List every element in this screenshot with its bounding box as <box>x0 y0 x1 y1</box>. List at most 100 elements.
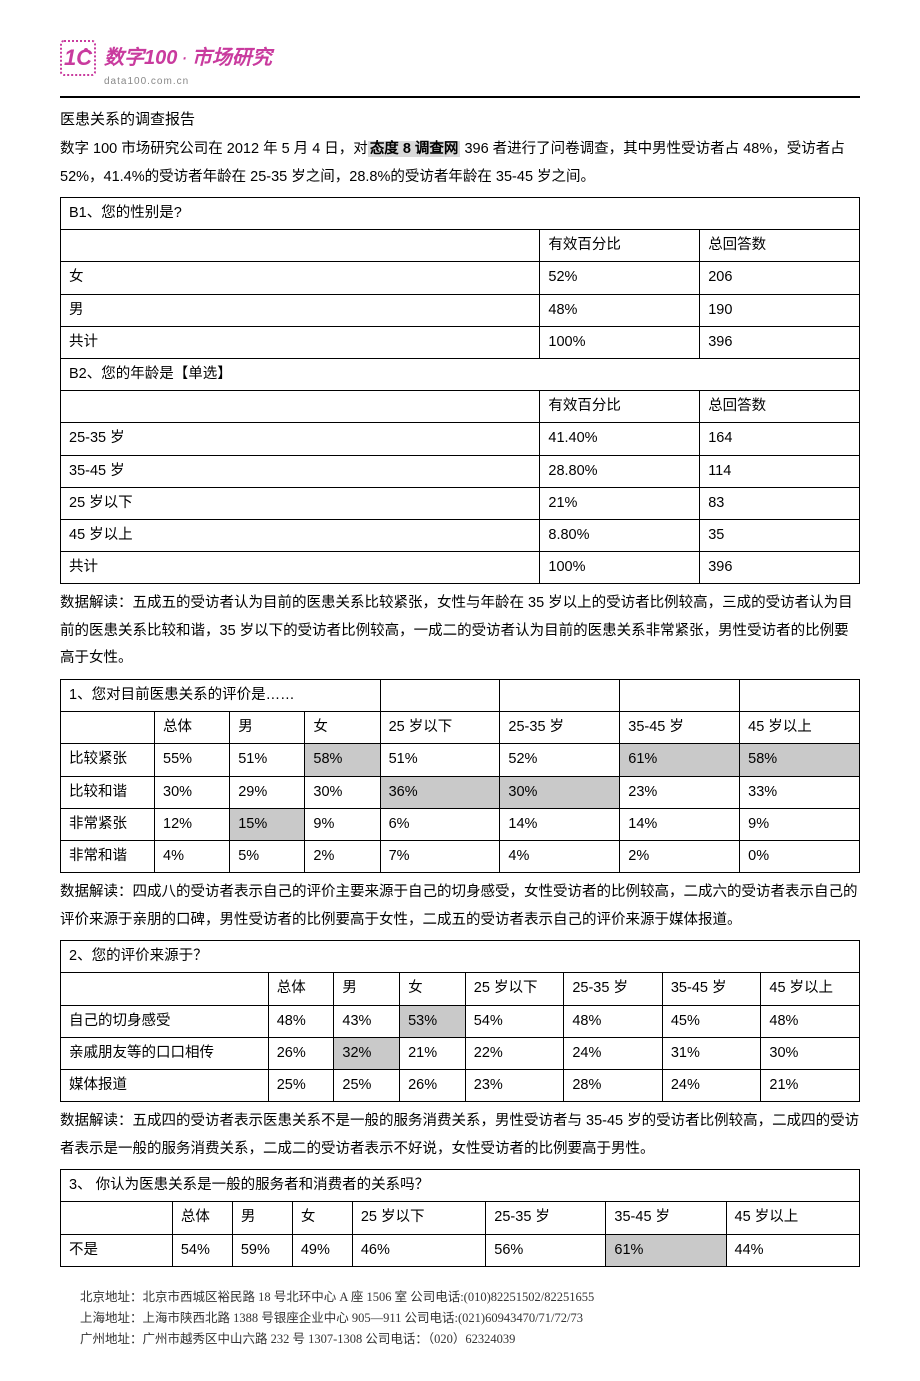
table-cell: 58% <box>740 744 860 776</box>
t1-h3: 女 <box>305 712 380 744</box>
table-cell: 21% <box>761 1069 860 1101</box>
table-1: 1、您对目前医患关系的评价是…… 总体 男 女 25 岁以下 25-35 岁 3… <box>60 679 860 873</box>
b1-r0c2: 206 <box>700 262 860 294</box>
logo-icon: 1C <box>60 40 96 76</box>
b2-r4c1: 100% <box>540 552 700 584</box>
table-cell: 24% <box>662 1069 761 1101</box>
table-cell: 29% <box>230 776 305 808</box>
b2-r2c2: 83 <box>700 487 860 519</box>
table-cell: 2% <box>620 840 740 872</box>
t1-qblank1 <box>380 679 500 711</box>
table-cell: 25% <box>334 1069 400 1101</box>
b1-r2c0: 共计 <box>61 326 540 358</box>
table-cell: 54% <box>172 1234 232 1266</box>
b1-r2c2: 396 <box>700 326 860 358</box>
t1-h6: 35-45 岁 <box>620 712 740 744</box>
b2-r1c2: 114 <box>700 455 860 487</box>
table-cell: 51% <box>230 744 305 776</box>
table-cell: 44% <box>726 1234 859 1266</box>
table-2: 2、您的评价来源于？ 总体 男 女 25 岁以下 25-35 岁 35-45 岁… <box>60 940 860 1102</box>
page-title: 医患关系的调查报告 <box>60 108 860 132</box>
logo-tag: 市场研究 <box>192 47 272 69</box>
b2-r3c0: 45 岁以上 <box>61 519 540 551</box>
table-cell: 52% <box>500 744 620 776</box>
t2-h3: 女 <box>400 973 466 1005</box>
b2-r3c1: 8.80% <box>540 519 700 551</box>
t3-question: 3、 你认为医患关系是一般的服务者和消费者的关系吗？ <box>61 1170 860 1202</box>
b2-r2c1: 21% <box>540 487 700 519</box>
table-cell: 23% <box>620 776 740 808</box>
footer-l1: 北京地址：北京市西城区裕民路 18 号北环中心 A 座 1506 室 公司电话:… <box>80 1287 840 1308</box>
table-cell: 61% <box>620 744 740 776</box>
t3-h6: 35-45 岁 <box>606 1202 726 1234</box>
table-cell: 9% <box>305 808 380 840</box>
b2-r4c0: 共计 <box>61 552 540 584</box>
b2-r0c1: 41.40% <box>540 423 700 455</box>
t3-h2: 男 <box>232 1202 292 1234</box>
table-cell: 15% <box>230 808 305 840</box>
t2-h4: 25 岁以下 <box>465 973 564 1005</box>
logo: 1C 数字100 · 市场研究 <box>60 40 860 76</box>
b2-r1c1: 28.80% <box>540 455 700 487</box>
t2-h0 <box>61 973 269 1005</box>
t3-h0 <box>61 1202 173 1234</box>
table-cell: 23% <box>465 1069 564 1101</box>
t1-h1: 总体 <box>155 712 230 744</box>
table-cell: 61% <box>606 1234 726 1266</box>
t2-h7: 45 岁以上 <box>761 973 860 1005</box>
table-row-label: 非常和谐 <box>61 840 155 872</box>
t2-question: 2、您的评价来源于？ <box>61 941 860 973</box>
table-cell: 22% <box>465 1037 564 1069</box>
t1-h4: 25 岁以下 <box>380 712 500 744</box>
table-cell: 46% <box>352 1234 485 1266</box>
t1-h5: 25-35 岁 <box>500 712 620 744</box>
table-cell: 14% <box>620 808 740 840</box>
table-row-label: 亲戚朋友等的口口相传 <box>61 1037 269 1069</box>
table-row-label: 非常紧张 <box>61 808 155 840</box>
b2-h0 <box>61 391 540 423</box>
b1-r0c0: 女 <box>61 262 540 294</box>
logo-letter: 1C <box>64 40 92 75</box>
table-cell: 9% <box>740 808 860 840</box>
b1-r1c2: 190 <box>700 294 860 326</box>
table-3: 3、 你认为医患关系是一般的服务者和消费者的关系吗？ 总体 男 女 25 岁以下… <box>60 1169 860 1267</box>
table-cell: 31% <box>662 1037 761 1069</box>
table-cell: 26% <box>268 1037 334 1069</box>
table-cell: 2% <box>305 840 380 872</box>
intro-paragraph: 数字 100 市场研究公司在 2012 年 5 月 4 日，对态度 8 调查网 … <box>60 136 860 191</box>
table-b1-b2: B1、您的性别是? 有效百分比 总回答数 女52%206 男48%190 共计1… <box>60 197 860 584</box>
t1-qblank3 <box>620 679 740 711</box>
table-cell: 48% <box>268 1005 334 1037</box>
table-cell: 24% <box>564 1037 663 1069</box>
footer-block: 北京地址：北京市西城区裕民路 18 号北环中心 A 座 1506 室 公司电话:… <box>60 1287 860 1351</box>
b1-h2: 总回答数 <box>700 230 860 262</box>
table-cell: 30% <box>155 776 230 808</box>
table-cell: 43% <box>334 1005 400 1037</box>
table-row-label: 比较和谐 <box>61 776 155 808</box>
b1-r1c1: 48% <box>540 294 700 326</box>
footer-l3: 广州地址：广州市越秀区中山六路 232 号 1307-1308 公司电话：（02… <box>80 1329 840 1350</box>
table-cell: 36% <box>380 776 500 808</box>
table-cell: 26% <box>400 1069 466 1101</box>
t1-h0 <box>61 712 155 744</box>
t1-question: 1、您对目前医患关系的评价是…… <box>61 679 381 711</box>
logo-url: data100.com.cn <box>104 74 860 90</box>
para3: 数据解读：五成四的受访者表示医患关系不是一般的服务消费关系，男性受访者与 35-… <box>60 1108 860 1163</box>
b1-r0c1: 52% <box>540 262 700 294</box>
b1-h1: 有效百分比 <box>540 230 700 262</box>
b1-r2c1: 100% <box>540 326 700 358</box>
table-cell: 49% <box>292 1234 352 1266</box>
table-cell: 58% <box>305 744 380 776</box>
table-cell: 53% <box>400 1005 466 1037</box>
para2: 数据解读：四成八的受访者表示自己的评价主要来源于自己的切身感受，女性受访者的比例… <box>60 879 860 934</box>
t1-h2: 男 <box>230 712 305 744</box>
table-cell: 48% <box>761 1005 860 1037</box>
table-row-label: 不是 <box>61 1234 173 1266</box>
table-cell: 30% <box>761 1037 860 1069</box>
table-row-label: 自己的切身感受 <box>61 1005 269 1037</box>
table-cell: 14% <box>500 808 620 840</box>
table-row-label: 比较紧张 <box>61 744 155 776</box>
table-cell: 45% <box>662 1005 761 1037</box>
table-cell: 5% <box>230 840 305 872</box>
table-cell: 0% <box>740 840 860 872</box>
